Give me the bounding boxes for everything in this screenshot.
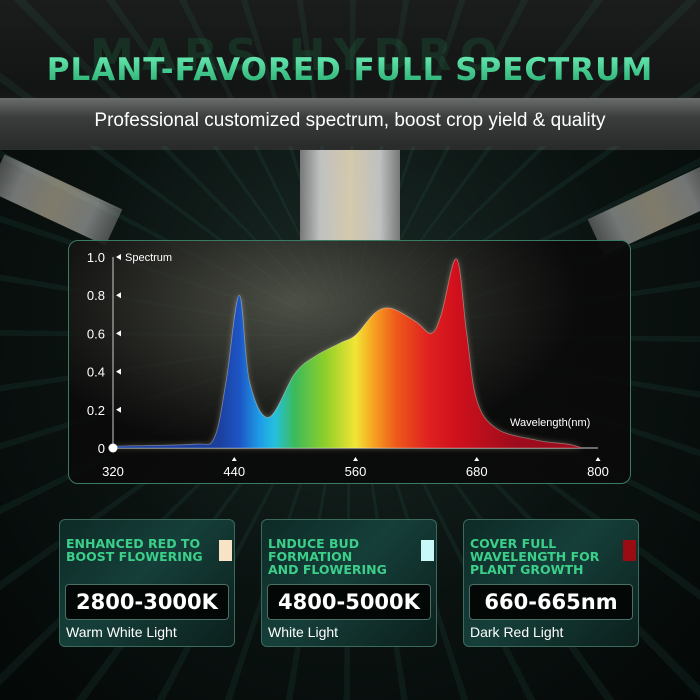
- warm-white-card: ENHANCED RED TO BOOST FLOWERING 2800-300…: [59, 519, 235, 647]
- card-heading: LNDUCE BUD FORMATION AND FLOWERING: [268, 537, 387, 576]
- card-label: Dark Red Light: [470, 624, 564, 640]
- white-light-card: LNDUCE BUD FORMATION AND FLOWERING 4800-…: [261, 519, 437, 647]
- dark-red-card: COVER FULL WAVELENGTH FOR PLANT GROWTH 6…: [463, 519, 639, 647]
- heading-line: BOOST FLOWERING: [66, 549, 203, 564]
- heading-line: FORMATION: [268, 549, 353, 564]
- origin-dot: [108, 443, 118, 453]
- y-tick-label: 1.0: [87, 250, 105, 265]
- card-heading: COVER FULL WAVELENGTH FOR PLANT GROWTH: [470, 537, 599, 576]
- heading-line: WAVELENGTH FOR: [470, 549, 600, 564]
- card-label: White Light: [268, 624, 339, 640]
- color-swatch: [219, 540, 232, 561]
- y-tick-marker: [116, 368, 121, 375]
- y-tick-label: 0.8: [87, 288, 105, 303]
- heading-line: COVER FULL: [470, 536, 557, 551]
- center-lamp: [300, 150, 400, 240]
- y-tick-marker: [116, 330, 121, 337]
- x-tick-label: 560: [345, 464, 367, 479]
- y-tick-marker: [116, 406, 121, 413]
- page-subtitle: Professional customized spectrum, boost …: [94, 110, 606, 131]
- x-tick-label: 800: [587, 464, 609, 479]
- y-tick-label: 0: [98, 441, 105, 456]
- light-bar: [0, 98, 700, 146]
- y-axis-label: Spectrum: [125, 252, 172, 264]
- color-swatch: [421, 540, 434, 561]
- x-tick-marker: [474, 457, 480, 461]
- heading-line: AND FLOWERING: [268, 562, 387, 577]
- heading-line: LNDUCE BUD: [268, 536, 360, 551]
- x-tick-marker: [353, 457, 358, 461]
- x-tick-label: 440: [223, 464, 245, 479]
- card-value: 660-665nm: [469, 584, 633, 620]
- x-tick-marker: [231, 457, 237, 461]
- x-tick-label: 680: [466, 464, 488, 479]
- y-tick-label: 0.4: [87, 365, 105, 380]
- heading-line: ENHANCED RED TO: [66, 536, 201, 551]
- card-heading: ENHANCED RED TO BOOST FLOWERING: [66, 537, 203, 563]
- spectrum-area: [112, 258, 583, 449]
- y-tick-marker: [116, 292, 121, 299]
- card-value: 2800-3000K: [65, 584, 229, 620]
- x-tick-marker: [595, 457, 601, 461]
- page-title: PLANT-FAVORED FULL SPECTRUM: [0, 52, 700, 88]
- color-swatch: [623, 540, 636, 561]
- heading-line: PLANT GROWTH: [470, 562, 584, 577]
- brand-watermark-logo: MARS HYDRO: [90, 30, 505, 81]
- x-axis-label: Wavelength(nm): [510, 417, 590, 429]
- card-label: Warm White Light: [66, 624, 177, 640]
- y-tick-label: 0.6: [87, 326, 105, 341]
- card-value: 4800-5000K: [267, 584, 431, 620]
- x-tick-label: 320: [102, 464, 124, 479]
- y-label-marker: [116, 254, 121, 260]
- y-tick-label: 0.2: [87, 403, 105, 418]
